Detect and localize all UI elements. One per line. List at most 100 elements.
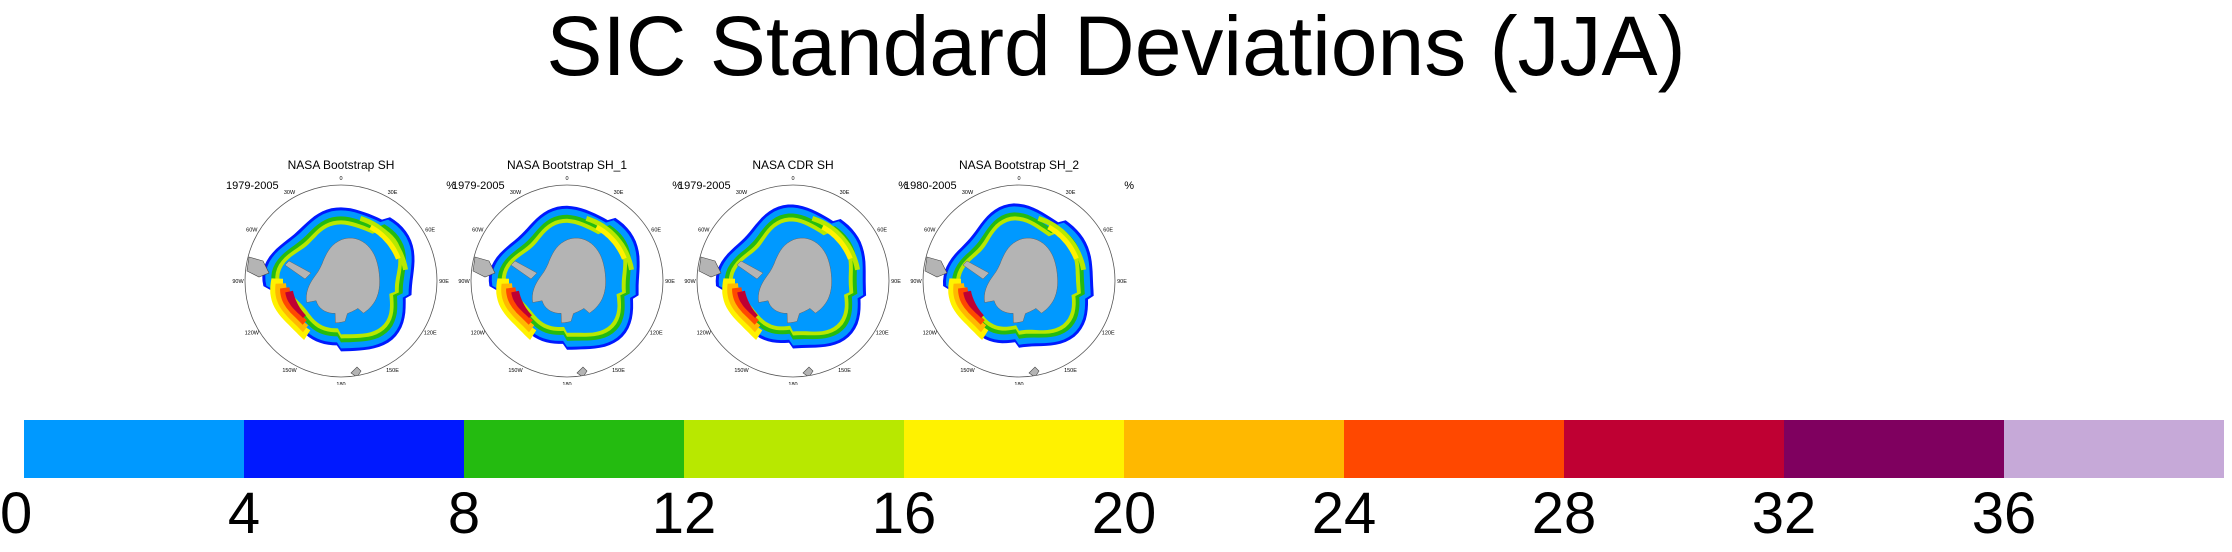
colorbar-tick-label: 4 (227, 481, 261, 546)
longitude-label: 120W (923, 331, 938, 337)
polar-map: 0 30E 60E 90E 120E 150E 180 150W 120W 90W 60W 30W (232, 176, 449, 385)
longitude-label: 180 (788, 382, 797, 385)
panel-title: NASA Bootstrap SH_1 (506, 158, 628, 172)
longitude-label: 90W (910, 279, 922, 285)
south-america-tip (698, 256, 722, 278)
antarctica-landmass (984, 237, 1058, 324)
map-boundary (244, 184, 438, 378)
longitude-label: 30E (614, 190, 624, 196)
figure-title: SIC Standard Deviations (JJA) (546, 0, 1686, 93)
panel-units: % (672, 180, 682, 192)
longitude-label: 0 (1017, 176, 1020, 182)
panel-units: % (898, 180, 908, 192)
longitude-label: 120W (697, 331, 712, 337)
map-boundary (470, 184, 664, 378)
panel-units: % (446, 180, 456, 192)
longitude-label: 90W (684, 279, 696, 285)
longitude-label: 30E (388, 190, 398, 196)
polar-map: 0 30E 60E 90E 120E 150E 180 150W 120W 90W 60W 30W (684, 176, 901, 385)
colorbar-segment (24, 420, 245, 478)
colorbar-tick-label: 0 (0, 481, 33, 546)
longitude-label: 0 (339, 176, 342, 182)
longitude-label: 180 (1014, 382, 1023, 385)
longitude-label: 150E (386, 368, 399, 374)
longitude-label: 30W (510, 190, 522, 196)
colorbar-tick-label: 36 (1971, 481, 2037, 546)
longitude-label: 60W (698, 228, 710, 234)
polar-map: 0 30E 60E 90E 120E 150E 180 150W 120W 90W 60W 30W (910, 176, 1127, 385)
antarctic-peninsula (284, 260, 312, 280)
longitude-label: 60E (1103, 228, 1113, 234)
colorbar-tick-label: 20 (1091, 481, 1157, 546)
longitude-label: 150W (282, 368, 297, 374)
map-boundary (922, 184, 1116, 378)
colorbar-segment (2004, 420, 2224, 478)
colorbar-tick-label: 16 (871, 481, 937, 546)
colorbar-segment (1784, 420, 2005, 478)
longitude-label: 120E (650, 331, 663, 337)
longitude-label: 120E (1102, 331, 1115, 337)
moderate-variability-region (1047, 224, 1079, 260)
longitude-label: 150E (1064, 368, 1077, 374)
longitude-label: 30E (840, 190, 850, 196)
map-panel: NASA Bootstrap SH 1979-2005% 0 30E 60E 90E 120… (226, 155, 456, 385)
longitude-label: 60W (924, 228, 936, 234)
panel-period: 1979-2005 (452, 180, 505, 192)
polar-map: 0 30E 60E 90E 120E 150E 180 150W 120W 90W 60W 30W (458, 176, 675, 385)
colorbar (24, 420, 2224, 478)
longitude-label: 90E (439, 279, 449, 285)
colorbar-segment (1124, 420, 1345, 478)
antarctic-peninsula (736, 260, 764, 280)
longitude-label: 60E (651, 228, 661, 234)
longitude-label: 30W (736, 190, 748, 196)
panel-title: NASA Bootstrap SH (287, 158, 395, 172)
map-panel: NASA Bootstrap SH_1 1979-2005% 0 30E 60E 90E 1… (452, 155, 682, 385)
map-boundary (696, 184, 890, 378)
longitude-label: 60W (472, 228, 484, 234)
longitude-label: 0 (565, 176, 568, 182)
longitude-label: 30E (1066, 190, 1076, 196)
longitude-label: 150W (508, 368, 523, 374)
longitude-label: 30W (284, 190, 296, 196)
map-panel: NASA Bootstrap SH_2 1980-2005% 0 30E 60E 90E 1… (904, 155, 1134, 385)
moderate-variability-region (821, 224, 853, 260)
colorbar-segment (244, 420, 465, 478)
longitude-label: 150E (612, 368, 625, 374)
south-america-tip (924, 256, 948, 278)
longitude-label: 90E (1117, 279, 1127, 285)
map-panel: NASA CDR SH 1979-2005% 0 30E 60E 90E 120E 150E 1… (678, 155, 908, 385)
longitude-label: 150W (734, 368, 749, 374)
panel-units: % (1124, 180, 1134, 192)
panel-period: 1979-2005 (226, 180, 279, 192)
colorbar-tick-label: 8 (447, 481, 481, 546)
longitude-label: 60E (877, 228, 887, 234)
panel-period: 1979-2005 (678, 180, 731, 192)
longitude-label: 180 (336, 382, 345, 385)
high-variability-region (285, 290, 306, 318)
colorbar-tick-label: 32 (1751, 481, 1817, 546)
colorbar-tick-label: 12 (651, 481, 717, 546)
high-variability-region (963, 290, 984, 318)
longitude-label: 60E (425, 228, 435, 234)
longitude-label: 90E (665, 279, 675, 285)
antarctica-landmass (532, 237, 606, 324)
antarctic-peninsula (962, 260, 990, 280)
antarctica-landmass (758, 237, 832, 324)
longitude-label: 90W (232, 279, 244, 285)
colorbar-segment (1564, 420, 1785, 478)
colorbar-tick-label: 24 (1311, 481, 1377, 546)
longitude-label: 120W (245, 331, 260, 337)
longitude-label: 120E (876, 331, 889, 337)
panel-title: NASA CDR SH (752, 158, 834, 172)
moderate-variability-region (595, 224, 627, 260)
longitude-label: 90W (458, 279, 470, 285)
antarctic-peninsula (510, 260, 538, 280)
colorbar-segment (684, 420, 905, 478)
panel-period: 1980-2005 (904, 180, 957, 192)
moderate-variability-region (369, 224, 401, 260)
longitude-label: 180 (562, 382, 571, 385)
longitude-label: 0 (791, 176, 794, 182)
moderate-variability-region (811, 216, 860, 271)
south-america-tip (472, 256, 496, 278)
antarctica-landmass (306, 237, 380, 324)
